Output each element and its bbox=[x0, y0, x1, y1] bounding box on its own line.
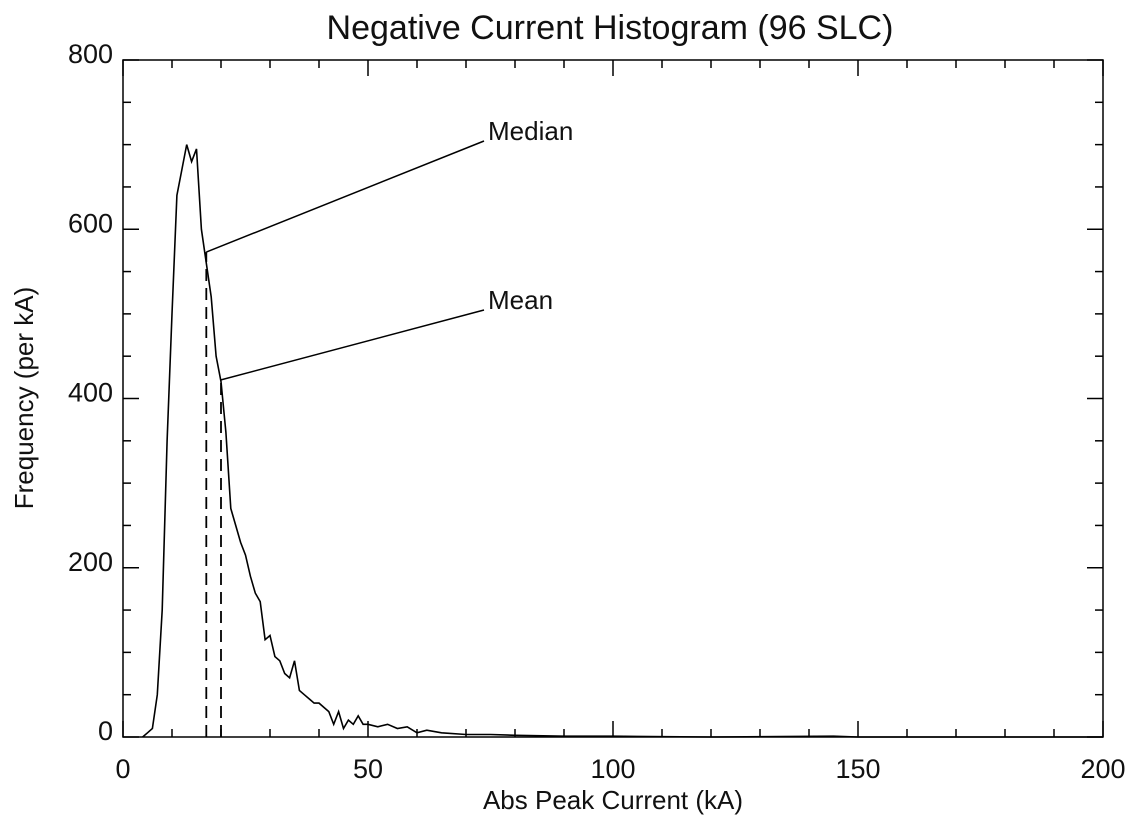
x-axis-label: Abs Peak Current (kA) bbox=[483, 785, 743, 815]
data-line bbox=[142, 144, 1103, 738]
x-tick-label: 100 bbox=[590, 754, 635, 784]
y-tick-label: 800 bbox=[68, 39, 113, 69]
annotation-label: Mean bbox=[488, 285, 553, 315]
y-tick-label: 0 bbox=[98, 716, 113, 746]
y-tick-label: 400 bbox=[68, 378, 113, 408]
y-tick-label: 200 bbox=[68, 547, 113, 577]
x-tick-label: 150 bbox=[835, 754, 880, 784]
chart-title: Negative Current Histogram (96 SLC) bbox=[327, 9, 894, 47]
x-tick-label: 50 bbox=[353, 754, 383, 784]
x-tick-label: 0 bbox=[115, 754, 130, 784]
x-tick-label: 200 bbox=[1080, 754, 1125, 784]
annotation-leader bbox=[206, 140, 485, 253]
y-tick-label: 600 bbox=[68, 208, 113, 238]
annotation-leader bbox=[220, 309, 485, 381]
annotation-label: Median bbox=[488, 116, 573, 146]
y-axis-label: Frequency (per kA) bbox=[9, 287, 39, 510]
